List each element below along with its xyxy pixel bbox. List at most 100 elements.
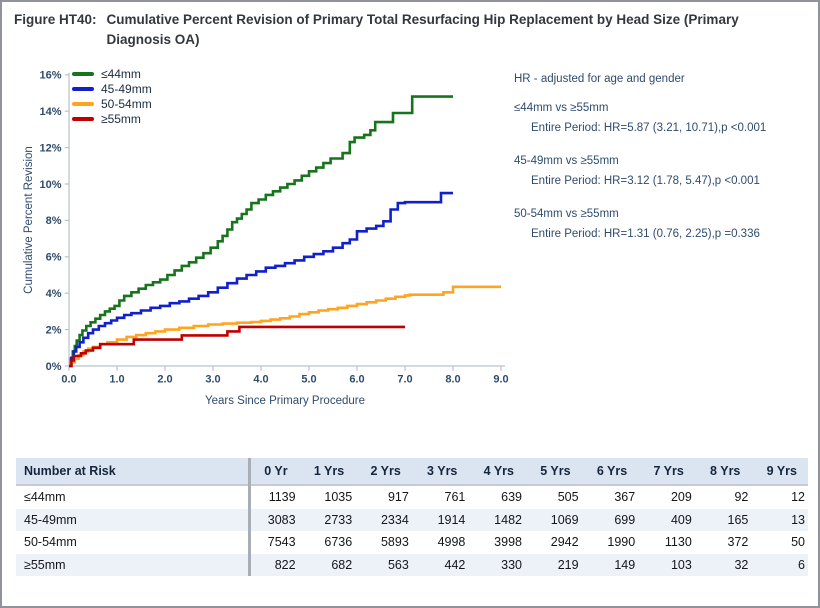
risk-value: 761 xyxy=(444,490,466,505)
risk-value: 1035 xyxy=(324,490,353,505)
risk-row-0: ≤44mm 1139 1035 917 761 639 505 367 209 92 12 xyxy=(16,486,808,509)
series-line-3 xyxy=(69,325,405,368)
risk-grid: Number at Risk 0 Yr 1 Yrs 2 Yrs 3 Yrs 4 Yrs 5 … xyxy=(16,458,808,576)
figure-title-text: Cumulative Percent Revision of Primary T… xyxy=(106,12,739,48)
hr-comparison-label: 45-49mm vs ≥55mm xyxy=(514,154,619,167)
x-tick-label: 9.0 xyxy=(493,374,508,386)
risk-column-header: 8 Yrs xyxy=(710,464,741,478)
x-tick-label: 8.0 xyxy=(445,374,460,386)
y-tick-label: 8% xyxy=(46,215,62,227)
hr-comparison-label: 50-54mm vs ≥55mm xyxy=(514,207,619,220)
legend-swatch xyxy=(72,101,94,107)
x-tick-label: 5.0 xyxy=(301,374,316,386)
x-tick-label: 7.0 xyxy=(397,374,412,386)
risk-value: 4998 xyxy=(437,535,466,550)
risk-value: 3083 xyxy=(267,512,296,527)
legend-item-0: ≤44mm xyxy=(72,67,152,81)
risk-value: 219 xyxy=(557,557,579,572)
y-tick-label: 10% xyxy=(39,179,61,191)
risk-value: 6 xyxy=(798,557,805,572)
risk-value: 367 xyxy=(614,490,636,505)
risk-value: 50 xyxy=(791,535,805,550)
risk-row-label: 50-54mm xyxy=(24,535,77,550)
risk-value: 682 xyxy=(331,557,353,572)
risk-column-header: 1 Yrs xyxy=(313,464,345,478)
risk-column-header: 9 Yrs xyxy=(766,464,797,478)
hazard-ratio-heading: HR - adjusted for age and gender xyxy=(514,73,685,85)
risk-value: 2334 xyxy=(380,512,409,527)
y-tick-label: 14% xyxy=(39,106,61,118)
hr-comparison-detail: Entire Period: HR=3.12 (1.78, 5.47),p <0… xyxy=(531,175,760,188)
revision-chart: 0% 2% 4% 6% 8% 10% 12% 14% 16% 0.0 1.0 2.0 3.0 4.0 5.0… xyxy=(39,70,508,386)
y-tick-label: 0% xyxy=(46,361,62,373)
revision-chart-area: 0% 2% 4% 6% 8% 10% 12% 14% 16% 0.0 1.0 2.0 3.0 4.0 5.0… xyxy=(2,57,522,457)
risk-value: 12 xyxy=(791,490,805,505)
risk-table-title: Number at Risk xyxy=(24,464,116,478)
risk-value: 409 xyxy=(670,512,692,527)
risk-column-header: 2 Yrs xyxy=(370,464,401,478)
risk-value: 7543 xyxy=(267,535,296,550)
hr-comparison-detail: Entire Period: HR=5.87 (3.21, 10.71),p <… xyxy=(531,122,767,135)
risk-value: 165 xyxy=(727,512,749,527)
legend-swatch xyxy=(72,86,94,92)
hazard-ratio-note: HR - adjusted for age and gender ≤44mm v… xyxy=(514,72,814,260)
y-tick-label: 16% xyxy=(39,70,61,82)
risk-value: 32 xyxy=(734,557,749,572)
risk-column-header: 7 Yrs xyxy=(653,464,684,478)
risk-row-1: 45-49mm 3083 2733 2334 1914 1482 1069 699 409 165… xyxy=(16,508,808,531)
legend-label: 45-49mm xyxy=(101,82,152,96)
risk-value: 330 xyxy=(501,557,522,572)
risk-value: 442 xyxy=(444,557,466,572)
x-tick-label: 4.0 xyxy=(253,374,268,386)
risk-table-divider xyxy=(248,458,251,576)
risk-value: 1482 xyxy=(494,512,522,527)
legend-item-1: 45-49mm xyxy=(72,82,152,96)
risk-value: 103 xyxy=(670,557,692,572)
risk-value: 639 xyxy=(501,490,522,505)
y-tick-label: 6% xyxy=(46,252,62,264)
legend-swatch xyxy=(72,116,94,122)
series-line-1 xyxy=(69,191,453,368)
risk-column-header: 4 Yrs xyxy=(483,464,514,478)
x-tick-label: 6.0 xyxy=(349,374,364,386)
legend-label: 50-54mm xyxy=(101,97,152,111)
x-tick-label: 0.0 xyxy=(61,374,76,386)
hr-comparison-1: 45-49mm vs ≥55mm Entire Period: HR=3.12 (… xyxy=(514,154,814,190)
legend-label: ≤44mm xyxy=(101,67,141,81)
risk-value: 5893 xyxy=(380,535,409,550)
risk-value: 917 xyxy=(387,490,409,505)
legend-item-2: 50-54mm xyxy=(72,97,152,111)
risk-value: 2942 xyxy=(550,535,579,550)
risk-row-label: 45-49mm xyxy=(24,512,77,527)
risk-value: 1130 xyxy=(664,535,692,550)
risk-value: 1914 xyxy=(437,512,466,527)
risk-value: 699 xyxy=(614,512,636,527)
risk-value: 2733 xyxy=(324,512,353,527)
risk-value: 1069 xyxy=(550,512,579,527)
risk-value: 505 xyxy=(557,490,579,505)
risk-value: 13 xyxy=(791,512,805,527)
risk-value: 563 xyxy=(387,557,409,572)
risk-value: 1990 xyxy=(607,535,636,550)
risk-column-header: 6 Yrs xyxy=(596,464,628,478)
hr-comparison-0: ≤44mm vs ≥55mm Entire Period: HR=5.87 (3.… xyxy=(514,101,814,137)
legend-swatch xyxy=(72,71,94,77)
risk-value: 92 xyxy=(734,490,749,505)
x-tick-label: 1.0 xyxy=(109,374,124,386)
y-tick-label: 4% xyxy=(46,288,62,300)
risk-value: 822 xyxy=(274,557,296,572)
x-axis-title: Years Since Primary Procedure xyxy=(204,395,365,407)
risk-value: 209 xyxy=(670,490,692,505)
risk-value: 6736 xyxy=(324,535,353,550)
risk-row-2: 50-54mm 7543 6736 5893 4998 3998 2942 1990 1130 3… xyxy=(16,531,808,554)
hr-comparison-2: 50-54mm vs ≥55mm Entire Period: HR=1.31 (… xyxy=(514,207,814,243)
legend-label: ≥55mm xyxy=(101,112,141,126)
y-tick-label: 12% xyxy=(39,142,61,154)
risk-column-header: 3 Yrs xyxy=(427,464,458,478)
risk-value: 1139 xyxy=(268,490,296,505)
risk-value: 149 xyxy=(614,557,636,572)
legend-item-3: ≥55mm xyxy=(72,112,152,126)
risk-row-label: ≥55mm xyxy=(24,557,66,572)
series-line-0 xyxy=(69,95,453,368)
